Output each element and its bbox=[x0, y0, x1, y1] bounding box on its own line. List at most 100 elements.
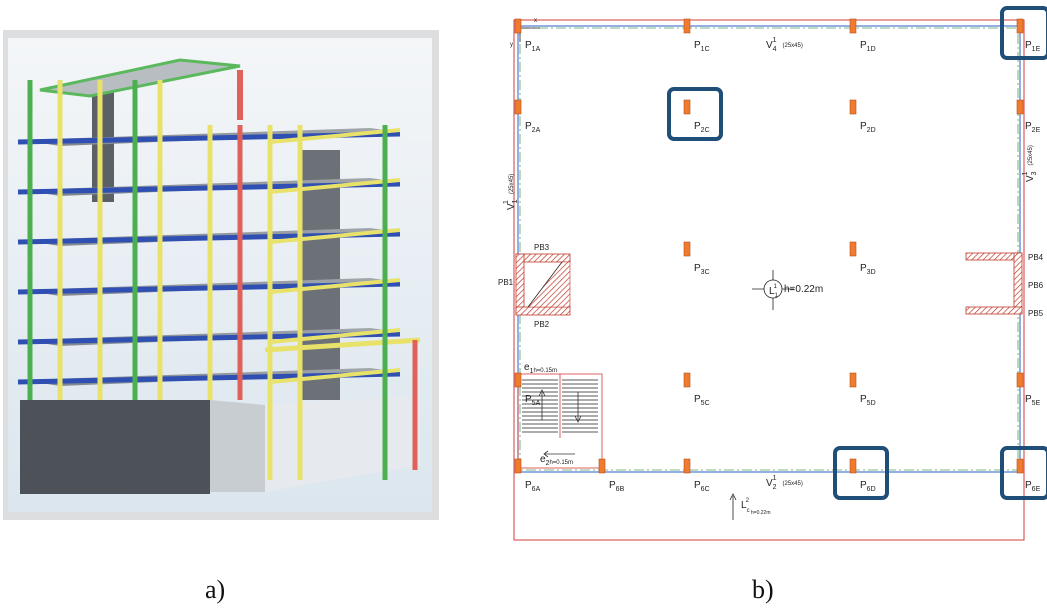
slab-l1-label: L11 bbox=[769, 284, 779, 299]
wall-label-pb6: PB6 bbox=[1028, 281, 1044, 290]
column-6b bbox=[598, 458, 606, 474]
column-label-5e: P5E bbox=[1025, 394, 1041, 407]
wall-label-pb5: PB5 bbox=[1028, 309, 1044, 318]
column-label-1a: P1A bbox=[525, 40, 541, 53]
highlight-box-6d bbox=[833, 446, 889, 500]
elevator-shaft bbox=[515, 253, 571, 316]
x-axis-label: x bbox=[534, 18, 537, 24]
stair-treads bbox=[522, 379, 598, 433]
shaft-diagonal bbox=[527, 261, 571, 308]
column-1c bbox=[683, 18, 691, 34]
perimeter-beams bbox=[517, 25, 1021, 473]
beam-v1-label: V11(25x45) bbox=[503, 174, 519, 210]
y-axis-label: y bbox=[510, 42, 513, 48]
core-wall-top bbox=[92, 92, 114, 202]
floor-side-beam bbox=[269, 128, 401, 144]
slab-l1-thickness: h=0.22m bbox=[784, 284, 823, 295]
podium-beam bbox=[264, 337, 421, 353]
floor-side-beam bbox=[269, 328, 401, 344]
wall-label-pb3: PB3 bbox=[534, 243, 550, 252]
column-label-6d: P6D bbox=[860, 480, 876, 493]
right-core-walls bbox=[965, 252, 1023, 315]
building-3d-model bbox=[3, 30, 439, 520]
column-label-2a: P2A bbox=[525, 121, 541, 134]
column-label-3c: P3C bbox=[694, 263, 710, 276]
floor-plan-drawing: x y bbox=[498, 6, 1047, 541]
column-label-2e: P2E bbox=[1025, 121, 1041, 134]
floor-side-beam bbox=[269, 278, 401, 294]
highlight-boxes bbox=[667, 6, 1047, 500]
highlight-box-2c bbox=[667, 87, 723, 141]
plan-labels: V41(25x45) V21(25x45) V11(25x45) V31(25x… bbox=[498, 37, 1044, 516]
column-2a bbox=[514, 99, 522, 115]
column-5c bbox=[683, 372, 691, 388]
wall-pb2 bbox=[515, 306, 571, 316]
core-wall-right bbox=[300, 150, 340, 400]
column-2c bbox=[683, 99, 691, 115]
column-2d bbox=[849, 99, 857, 115]
column-6a bbox=[514, 458, 522, 474]
wall-pb1 bbox=[515, 253, 525, 315]
column-label-5d: P5D bbox=[860, 394, 876, 407]
beam-v3-label: V31(25x45) bbox=[1022, 145, 1038, 182]
column-3d bbox=[849, 241, 857, 257]
column-label-5a: P5A bbox=[525, 394, 541, 407]
cantilever-arrow bbox=[729, 493, 737, 520]
slab-circle bbox=[763, 279, 783, 299]
column-3c bbox=[683, 241, 691, 257]
column-2e bbox=[1016, 99, 1024, 115]
floor-side-beam bbox=[269, 228, 401, 244]
column-5e bbox=[1016, 372, 1024, 388]
caption-b: b) bbox=[752, 575, 774, 604]
stair-arrow-right bbox=[574, 392, 582, 423]
staircase bbox=[517, 373, 603, 469]
column-label-6e: P6E bbox=[1025, 480, 1041, 493]
wall-pb6 bbox=[1013, 252, 1023, 314]
column-label-6a: P6A bbox=[525, 480, 541, 493]
column-label-6c: P6C bbox=[694, 480, 710, 493]
column-6e bbox=[1016, 458, 1024, 474]
column-label-6b: P6B bbox=[609, 480, 625, 493]
column-label-5c: P5C bbox=[694, 394, 710, 407]
floor-side-beam bbox=[269, 178, 401, 194]
grid-axis-lines bbox=[519, 27, 1019, 471]
slab-symbol-l1 bbox=[752, 270, 794, 310]
panel-a-3d-model: a) bbox=[0, 0, 460, 612]
shaft-cross bbox=[527, 261, 563, 308]
roof-slab bbox=[39, 58, 241, 98]
highlight-box-6e bbox=[1000, 446, 1047, 500]
highlight-box-1e bbox=[1000, 6, 1047, 60]
base-wall bbox=[20, 400, 210, 494]
panel-b-floor-plan: x y bbox=[490, 0, 1047, 612]
base-wall-front bbox=[265, 395, 420, 492]
wall-pb5 bbox=[965, 306, 1023, 315]
wall-pb4 bbox=[965, 252, 1023, 261]
column-label-2c: P2C bbox=[694, 121, 710, 134]
column-6d bbox=[849, 458, 857, 474]
column-5d bbox=[849, 372, 857, 388]
plan-columns: P1A P1C P1D P1E P2A P2C P2D P2E P3C P3D P5A P5C P5D P… bbox=[514, 18, 1041, 493]
stair-e2-label: e2h=0.15m bbox=[540, 454, 573, 467]
column-label-2d: P2D bbox=[860, 121, 876, 134]
columns-3d bbox=[27, 70, 418, 480]
caption-a: a) bbox=[205, 575, 226, 604]
column-label-3d: P3D bbox=[860, 263, 876, 276]
column-5a bbox=[514, 372, 522, 388]
column-6c bbox=[683, 458, 691, 474]
column-label-1d: P1D bbox=[860, 40, 876, 53]
column-1a bbox=[514, 18, 522, 34]
landing-arrow bbox=[543, 450, 575, 458]
wall-label-pb4: PB4 bbox=[1028, 253, 1044, 262]
column-label-1e: P1E bbox=[1025, 40, 1041, 53]
beam-v4-label: V41(25x45) bbox=[766, 37, 803, 53]
stair-arrow-left bbox=[538, 389, 546, 420]
stair-e1-label: e1h=0.15m bbox=[524, 362, 557, 375]
slab-outline bbox=[513, 19, 1025, 541]
cantilever-label: Lc2h=0.22m bbox=[741, 498, 771, 516]
floor-side-beam bbox=[269, 368, 401, 384]
column-1d bbox=[849, 18, 857, 34]
column-1e bbox=[1016, 18, 1024, 34]
wall-label-pb1: PB1 bbox=[498, 278, 514, 287]
column-label-1c: P1C bbox=[694, 40, 710, 53]
wall-label-pb2: PB2 bbox=[534, 320, 550, 329]
